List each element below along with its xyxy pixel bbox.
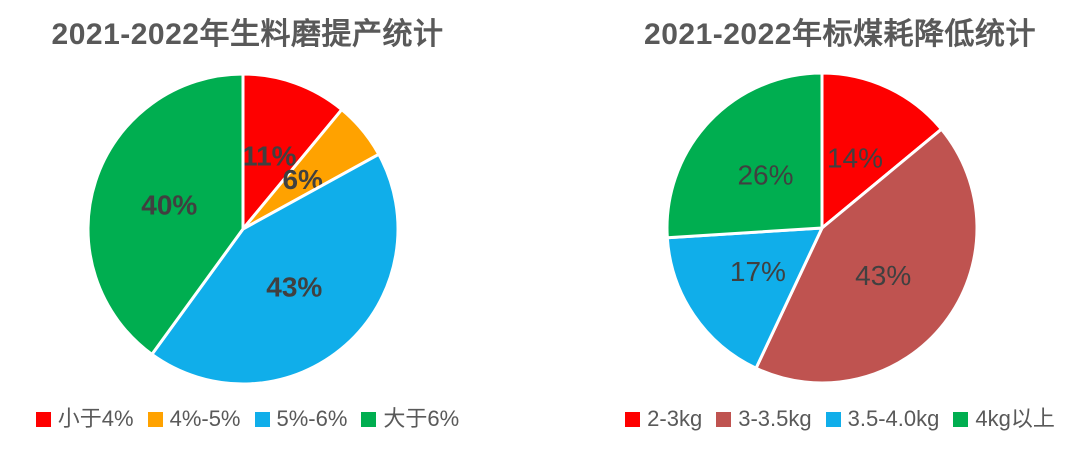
pie-slice-3.5-4.0kg bbox=[665, 226, 824, 370]
data-label-3-3.5kg: 43% bbox=[855, 260, 911, 291]
legend-swatch-icon bbox=[825, 411, 841, 427]
pie-slice-小于4% bbox=[241, 72, 344, 231]
coal-consumption-chart: 2021-2022年标煤耗降低统计 14% 43% 17% 26% 2-3kg 3-3.… bbox=[610, 10, 1070, 446]
pie-left: 11%6%43%40% bbox=[86, 72, 400, 386]
data-label-大于6%: 40% bbox=[141, 190, 197, 221]
legend-swatch-icon bbox=[254, 411, 270, 427]
chart-title-right: 2021-2022年标煤耗降低统计 bbox=[644, 18, 1036, 51]
pie-slice-2-3kg bbox=[820, 72, 943, 230]
legend-label: 2-3kg bbox=[647, 406, 703, 431]
legend-swatch-icon bbox=[147, 411, 163, 427]
data-label-4kg以上: 26% bbox=[737, 159, 793, 190]
legend-swatch-icon bbox=[953, 411, 969, 427]
legend-label: 4kg以上 bbox=[975, 406, 1055, 431]
legend-item-3-3.5kg: 3-3.5kg bbox=[716, 404, 812, 434]
chart-title-left: 2021-2022年生料磨提产统计 bbox=[51, 18, 444, 51]
legend-item-4kg以上: 4kg以上 bbox=[953, 404, 1055, 434]
data-label-2-3kg: 14% bbox=[827, 142, 883, 173]
pie-slice-3-3.5kg bbox=[754, 127, 979, 385]
pie-right: 14% 43% 17% 26% bbox=[665, 72, 979, 385]
pie-slice-5%-6% bbox=[150, 152, 400, 386]
data-label-3.5-4.0kg: 17% bbox=[730, 256, 786, 287]
legend-swatch-icon bbox=[625, 411, 641, 427]
legend-item-3.5-4.0kg: 3.5-4.0kg bbox=[825, 404, 940, 434]
legend-item-小于4%: 小于4% bbox=[35, 404, 134, 434]
legend-item-大于6%: 大于6% bbox=[361, 404, 459, 434]
legend-label: 大于6% bbox=[383, 406, 460, 431]
data-label-小于4%: 11% bbox=[242, 141, 297, 172]
legend-label: 4%-5% bbox=[169, 406, 241, 431]
pie-slice-大于6% bbox=[86, 72, 245, 356]
legend-right: 2-3kg 3-3.5kg 3.5-4.0kg 4kg以上 bbox=[610, 404, 1070, 434]
legend-left: 小于4% 4%-5% 5%-6% 大于6% bbox=[25, 404, 470, 434]
raw-mill-production-chart: 2021-2022年生料磨提产统计 11% 6% 43% 40% 小于4% 4%-5% 5… bbox=[25, 10, 470, 446]
legend-item-5%-6%: 5%-6% bbox=[254, 404, 348, 434]
legend-item-4%-5%: 4%-5% bbox=[147, 404, 241, 434]
legend-swatch-icon bbox=[361, 411, 377, 427]
legend-label: 小于4% bbox=[57, 406, 134, 431]
legend-swatch-icon bbox=[716, 411, 732, 427]
legend-label: 5%-6% bbox=[276, 406, 348, 431]
legend-label: 3.5-4.0kg bbox=[847, 406, 940, 431]
data-label-5%-6%: 43% bbox=[266, 272, 322, 303]
legend-item-2-3kg: 2-3kg bbox=[625, 404, 702, 434]
pie-slice-4kg以上 bbox=[665, 72, 824, 240]
legend-swatch-icon bbox=[35, 411, 51, 427]
legend-label: 3-3.5kg bbox=[738, 406, 812, 431]
